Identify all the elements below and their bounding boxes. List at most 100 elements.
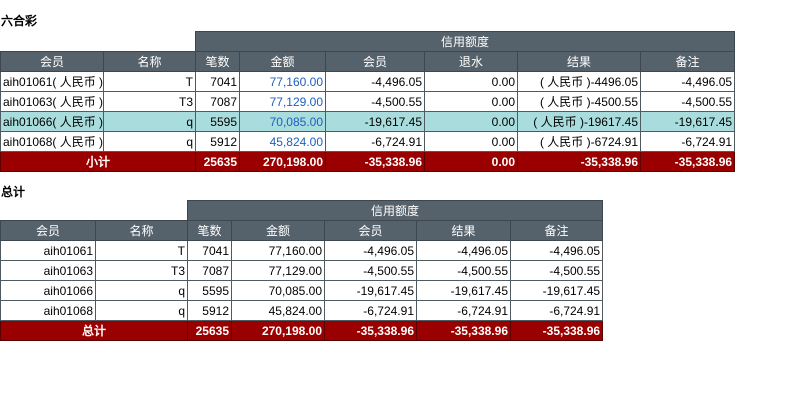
cell-result: -19,617.45 xyxy=(416,280,511,301)
amount-link[interactable]: 70,085.00 xyxy=(239,111,326,132)
cell-count: 5912 xyxy=(187,300,232,321)
col-member: 会员 xyxy=(0,220,96,241)
cell-member-value: -6,724.91 xyxy=(324,300,417,321)
cell-amount: 70,085.00 xyxy=(231,280,325,301)
cell-member-value: -4,500.55 xyxy=(325,91,425,112)
total-result: -35,338.96 xyxy=(416,320,511,341)
header-row: 会员 名称 笔数 金额 会员 退水 结果 备注 xyxy=(0,51,736,72)
cell-result: ( 人民币 )-19617.45 xyxy=(517,111,641,132)
col-rebate: 退水 xyxy=(424,51,518,72)
cell-name: T3 xyxy=(103,91,196,112)
cell-rebate: 0.00 xyxy=(424,111,518,132)
cell-name: q xyxy=(103,131,196,152)
subtotal-amount: 270,198.00 xyxy=(239,151,326,172)
section-title-lottery: 六合彩 xyxy=(1,14,38,28)
total-report-table: 信用额度 会员 名称 笔数 金额 会员 结果 备注 aih01061 T 704… xyxy=(0,200,604,341)
cell-note: -4,496.05 xyxy=(509,240,604,261)
col-result: 结果 xyxy=(416,220,511,241)
col-name: 名称 xyxy=(95,220,188,241)
total-count: 25635 xyxy=(187,320,232,341)
total-member-value: -35,338.96 xyxy=(324,320,417,341)
header-spacer xyxy=(0,31,196,52)
cell-name: q xyxy=(95,280,188,301)
cell-member-value: -19,617.45 xyxy=(324,280,417,301)
cell-member-value: -4,496.05 xyxy=(324,240,417,261)
cell-result: -4,500.55 xyxy=(416,260,511,281)
cell-note: -4,496.05 xyxy=(639,71,736,92)
total-note: -35,338.96 xyxy=(509,320,604,341)
cell-note: -6,724.91 xyxy=(509,300,604,321)
cell-member: aih01061( 人民币 ) xyxy=(0,71,104,92)
cell-count: 5595 xyxy=(187,280,232,301)
subtotal-note: -35,338.96 xyxy=(639,151,736,172)
table-row: aih01063( 人民币 ) T3 7087 77,129.00 -4,500… xyxy=(0,91,736,112)
cell-count: 7087 xyxy=(195,91,240,112)
cell-member: aih01061 xyxy=(0,240,96,261)
cell-amount: 45,824.00 xyxy=(231,300,325,321)
cell-member-value: -4,500.55 xyxy=(324,260,417,281)
header-credit-limit: 信用额度 xyxy=(186,200,604,221)
col-member-value: 会员 xyxy=(324,220,417,241)
cell-member: aih01063( 人民币 ) xyxy=(0,91,104,112)
cell-name: q xyxy=(95,300,188,321)
header-credit-limit: 信用额度 xyxy=(194,31,736,52)
cell-member: aih01063 xyxy=(0,260,96,281)
table-row: aih01063 T3 7087 77,129.00 -4,500.55 -4,… xyxy=(0,260,604,281)
total-label: 总计 xyxy=(0,320,188,341)
cell-name: T xyxy=(95,240,188,261)
table-row: aih01066 q 5595 70,085.00 -19,617.45 -19… xyxy=(0,280,604,301)
col-count: 笔数 xyxy=(195,51,240,72)
cell-amount: 77,129.00 xyxy=(231,260,325,281)
col-member-value: 会员 xyxy=(325,51,425,72)
cell-member: aih01066( 人民币 ) xyxy=(0,111,104,132)
cell-rebate: 0.00 xyxy=(424,71,518,92)
subtotal-label: 小计 xyxy=(0,151,196,172)
subtotal-rebate: 0.00 xyxy=(424,151,518,172)
cell-count: 5595 xyxy=(195,111,240,132)
header-spacer xyxy=(0,200,188,221)
cell-note: -4,500.55 xyxy=(639,91,736,112)
header-row: 会员 名称 笔数 金额 会员 结果 备注 xyxy=(0,220,604,241)
cell-result: -6,724.91 xyxy=(416,300,511,321)
col-name: 名称 xyxy=(103,51,196,72)
cell-member: aih01068 xyxy=(0,300,96,321)
cell-member-value: -4,496.05 xyxy=(325,71,425,92)
amount-link[interactable]: 45,824.00 xyxy=(239,131,326,152)
cell-rebate: 0.00 xyxy=(424,131,518,152)
cell-member-value: -19,617.45 xyxy=(325,111,425,132)
table-row: aih01068 q 5912 45,824.00 -6,724.91 -6,7… xyxy=(0,300,604,321)
amount-link[interactable]: 77,129.00 xyxy=(239,91,326,112)
cell-count: 5912 xyxy=(195,131,240,152)
cell-result: ( 人民币 )-4496.05 xyxy=(517,71,641,92)
col-amount: 金额 xyxy=(231,220,325,241)
cell-result: ( 人民币 )-4500.55 xyxy=(517,91,641,112)
subtotal-count: 25635 xyxy=(195,151,240,172)
subtotal-member-value: -35,338.96 xyxy=(325,151,425,172)
table-row: aih01061( 人民币 ) T 7041 77,160.00 -4,496.… xyxy=(0,71,736,92)
cell-note: -4,500.55 xyxy=(509,260,604,281)
col-note: 备注 xyxy=(509,220,604,241)
col-result: 结果 xyxy=(517,51,641,72)
col-note: 备注 xyxy=(639,51,736,72)
section-title-total: 总计 xyxy=(1,185,26,199)
table-row: aih01061 T 7041 77,160.00 -4,496.05 -4,4… xyxy=(0,240,604,261)
subtotal-result: -35,338.96 xyxy=(517,151,641,172)
cell-member-value: -6,724.91 xyxy=(325,131,425,152)
cell-member: aih01068( 人民币 ) xyxy=(0,131,104,152)
total-row: 总计 25635 270,198.00 -35,338.96 -35,338.9… xyxy=(0,320,604,341)
table-row-highlighted: aih01066( 人民币 ) q 5595 70,085.00 -19,617… xyxy=(0,111,736,132)
table-row: aih01068( 人民币 ) q 5912 45,824.00 -6,724.… xyxy=(0,131,736,152)
cell-name: T3 xyxy=(95,260,188,281)
cell-count: 7041 xyxy=(195,71,240,92)
total-amount: 270,198.00 xyxy=(231,320,325,341)
cell-note: -6,724.91 xyxy=(639,131,736,152)
cell-count: 7087 xyxy=(187,260,232,281)
amount-link[interactable]: 77,160.00 xyxy=(239,71,326,92)
cell-note: -19,617.45 xyxy=(639,111,736,132)
cell-result: -4,496.05 xyxy=(416,240,511,261)
col-member: 会员 xyxy=(0,51,104,72)
lottery-report-table: 信用额度 会员 名称 笔数 金额 会员 退水 结果 备注 aih01061( 人… xyxy=(0,31,736,172)
cell-member: aih01066 xyxy=(0,280,96,301)
cell-name: q xyxy=(103,111,196,132)
subtotal-row: 小计 25635 270,198.00 -35,338.96 0.00 -35,… xyxy=(0,151,736,172)
